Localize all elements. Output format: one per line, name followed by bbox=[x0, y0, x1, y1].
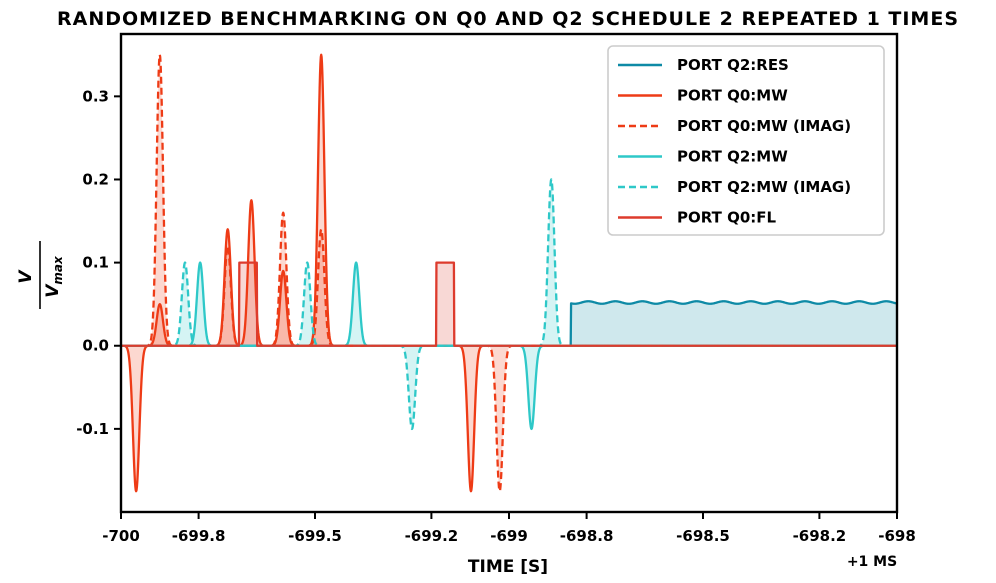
y-tick-label: 0.1 bbox=[82, 254, 109, 272]
legend-label-port-q2-mw-imag: PORT Q2:MW (IMAG) bbox=[677, 178, 851, 196]
x-tick-label: -699.8 bbox=[172, 527, 226, 545]
y-axis-label-denominator: V bbox=[43, 283, 63, 298]
svg-text:Vmax: Vmax bbox=[43, 255, 65, 298]
x-tick-label: -700 bbox=[102, 527, 140, 545]
x-axis-label: TIME [S] bbox=[468, 557, 548, 577]
y-axis-label: V Vmax bbox=[16, 241, 65, 309]
legend-label-port-q0-fl: PORT Q0:FL bbox=[677, 209, 777, 227]
chart-title: RANDOMIZED BENCHMARKING ON Q0 AND Q2 SCH… bbox=[57, 8, 959, 30]
legend-label-port-q2-res: PORT Q2:RES bbox=[677, 56, 789, 74]
x-tick-label: -699.2 bbox=[405, 527, 459, 545]
series-line-port-q0-fl bbox=[121, 261, 897, 347]
legend-label-port-q0-mw-imag: PORT Q0:MW (IMAG) bbox=[677, 117, 851, 135]
y-axis-label-numerator: V bbox=[16, 269, 36, 284]
y-tick-label: 0.3 bbox=[82, 87, 109, 105]
legend: PORT Q2:RES PORT Q0:MW PORT Q0:MW (IMAG) PO… bbox=[607, 45, 885, 236]
y-tick-label: -0.1 bbox=[76, 420, 109, 438]
y-tick-label: 0.2 bbox=[82, 170, 109, 188]
x-offset-label: +1 MS bbox=[847, 554, 897, 570]
x-tick-label: -699 bbox=[490, 527, 528, 545]
series-fill-port-q2-res bbox=[121, 301, 897, 346]
x-tick-label: -698.8 bbox=[560, 527, 614, 545]
x-tick-label: -698.5 bbox=[676, 527, 730, 545]
y-axis-label-subscript: max bbox=[51, 255, 65, 285]
x-tick-label: -699.5 bbox=[288, 527, 342, 545]
x-tick-label: -698.2 bbox=[793, 527, 847, 545]
legend-label-port-q2-mw: PORT Q2:MW bbox=[677, 148, 788, 166]
legend-box bbox=[607, 45, 885, 236]
x-tick-label: -698 bbox=[878, 527, 916, 545]
legend-label-port-q0-mw: PORT Q0:MW bbox=[677, 87, 788, 105]
y-tick-label: 0.0 bbox=[82, 337, 109, 355]
